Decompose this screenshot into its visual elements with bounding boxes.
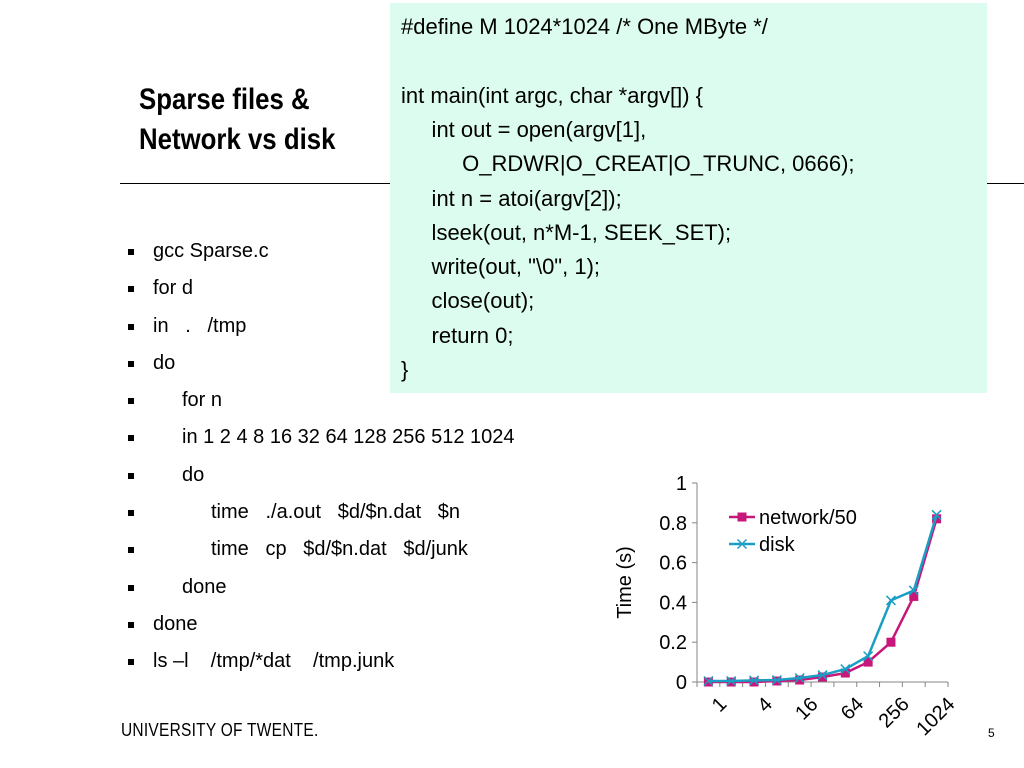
legend-label: network/50 xyxy=(759,507,857,529)
y-tick-label: 0.4 xyxy=(659,592,687,614)
footer-logo-text: UNIVERSITY OF TWENTE. xyxy=(121,720,319,740)
data-point-x xyxy=(840,664,851,675)
code-line: close(out); xyxy=(401,288,535,314)
code-line: int n = atoi(argv[2]); xyxy=(401,185,622,211)
bullet-item: done xyxy=(128,609,608,646)
bullet-square-icon xyxy=(128,547,134,554)
data-point-x xyxy=(885,595,896,606)
data-point-x xyxy=(726,675,737,687)
bullet-item: for n xyxy=(128,385,608,422)
bullet-text: time ./a.out $d/$n.dat $n xyxy=(211,501,461,524)
bullet-text: in 1 2 4 8 16 32 64 128 256 512 1024 xyxy=(182,426,515,449)
bullet-text: for n xyxy=(182,389,223,412)
code-line: return 0; xyxy=(401,322,514,348)
bullet-text: time cp $d/$n.dat $d/junk xyxy=(211,538,468,561)
code-line: write(out, "\0", 1); xyxy=(401,254,601,280)
data-point-square xyxy=(909,591,919,601)
data-point-x xyxy=(908,585,919,596)
y-tick-label: 0.8 xyxy=(659,513,687,535)
bullet-square-icon xyxy=(128,510,134,517)
series-line-network-50 xyxy=(708,518,938,684)
code-line: int out = open(argv[1], xyxy=(401,116,647,142)
data-point-x xyxy=(771,674,782,686)
x-tick-label: 16 xyxy=(791,693,822,724)
series-line-disk xyxy=(708,514,938,683)
bullet-square-icon xyxy=(128,621,134,628)
data-point-x xyxy=(817,670,828,681)
y-tick-label: 0.2 xyxy=(659,632,687,654)
code-line: O_RDWR|O_CREAT|O_TRUNC, 0666); xyxy=(401,151,855,177)
bullet-text: for d xyxy=(153,277,194,300)
legend-marker-x xyxy=(736,538,748,550)
bullet-item: in 1 2 4 8 16 32 64 128 256 512 1024 xyxy=(128,422,608,459)
bullet-text: gcc Sparse.c xyxy=(153,240,269,262)
bullet-item: in . /tmp xyxy=(128,311,608,348)
data-point-x xyxy=(931,509,942,520)
bullet-list: gcc Sparse.c for d in . /tmp do for n in 1 2 … xyxy=(128,236,608,684)
bullet-item: do xyxy=(128,460,608,497)
bullet-text: in . /tmp xyxy=(153,314,247,337)
bullet-item: do xyxy=(128,348,608,385)
bullet-item: for d xyxy=(128,273,608,310)
bullet-text: done xyxy=(153,612,198,635)
bullet-square-icon xyxy=(128,323,134,330)
code-line: } xyxy=(401,357,409,382)
data-point-square xyxy=(795,675,805,685)
bullet-item: gcc Sparse.c xyxy=(128,236,608,273)
slide-title-line-2: Network vs disk xyxy=(139,123,336,156)
slide-title-line-1: Sparse files & xyxy=(139,83,310,116)
legend-marker-square xyxy=(737,512,747,522)
data-point-x xyxy=(794,672,805,684)
data-point-square xyxy=(932,514,942,524)
bullet-square-icon xyxy=(128,286,134,293)
bullet-square-icon xyxy=(128,249,134,255)
bullet-square-icon xyxy=(128,435,134,442)
x-tick-label: 64 xyxy=(837,693,868,724)
legend-label: disk xyxy=(759,534,796,556)
y-tick-label: 0.6 xyxy=(659,553,687,575)
y-axis-label: Time (s) xyxy=(614,546,636,619)
bullet-item: time ./a.out $d/$n.dat $n xyxy=(128,497,608,534)
data-point-square xyxy=(863,657,873,667)
code-line: lseek(out, n*M-1, SEEK_SET); xyxy=(401,219,732,245)
x-tick-label: 256 xyxy=(875,693,914,732)
bullet-text: done xyxy=(182,575,227,598)
x-tick-label: 4 xyxy=(753,693,776,716)
data-point-square xyxy=(886,637,896,647)
bullet-item: done xyxy=(128,572,608,609)
data-point-square xyxy=(840,668,850,678)
slide-title: Sparse files & Network vs disk xyxy=(139,80,335,160)
bullet-square-icon xyxy=(128,472,134,479)
bullet-square-icon xyxy=(128,659,134,666)
bullet-text: do xyxy=(153,351,176,374)
bullet-square-icon xyxy=(128,398,134,405)
data-point-square xyxy=(772,676,782,686)
data-point-square xyxy=(726,677,736,687)
bullet-square-icon xyxy=(128,584,134,591)
bullet-square-icon xyxy=(128,360,134,367)
code-line: int main(int argc, char *argv[]) { xyxy=(401,82,704,108)
y-tick-label: 0 xyxy=(676,672,687,694)
bullet-item: time cp $d/$n.dat $d/junk xyxy=(128,534,608,571)
data-point-x xyxy=(863,651,874,662)
code-line: #define M 1024*1024 /* One MByte */ xyxy=(401,14,768,39)
code-panel xyxy=(390,3,987,393)
page-number: 5 xyxy=(988,726,995,740)
data-point-square xyxy=(749,677,759,687)
data-point-x xyxy=(749,675,760,686)
x-tick-label: 1024 xyxy=(912,693,959,740)
data-point-square xyxy=(818,672,827,682)
data-point-square xyxy=(703,677,713,687)
y-tick-label: 1 xyxy=(676,473,687,495)
bullet-text: ls –l /tmp/*dat /tmp.junk xyxy=(153,650,395,673)
data-point-x xyxy=(703,675,714,687)
x-tick-label: 1 xyxy=(708,693,731,716)
bullet-item: ls –l /tmp/*dat /tmp.junk xyxy=(128,646,608,683)
bullet-text: do xyxy=(182,463,205,486)
